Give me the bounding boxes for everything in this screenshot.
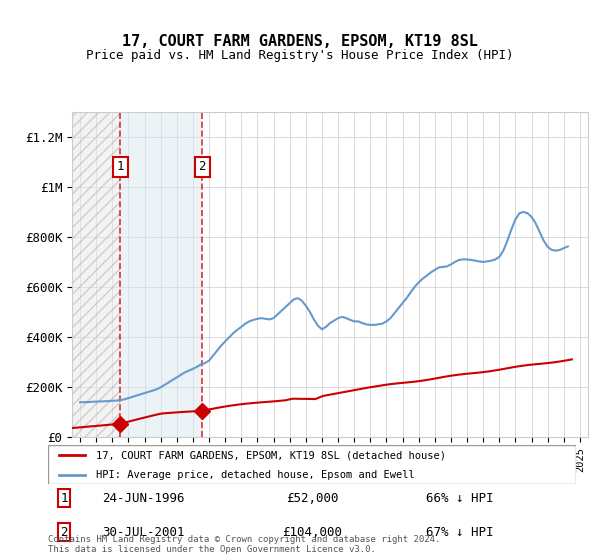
Text: HPI: Average price, detached house, Epsom and Ewell: HPI: Average price, detached house, Epso… — [95, 470, 414, 479]
Text: £52,000: £52,000 — [286, 492, 338, 505]
Text: 30-JUL-2001: 30-JUL-2001 — [102, 525, 184, 539]
Bar — [72, 112, 120, 437]
FancyBboxPatch shape — [48, 445, 576, 484]
Bar — [120, 112, 202, 437]
Text: 24-JUN-1996: 24-JUN-1996 — [102, 492, 184, 505]
Text: £104,000: £104,000 — [282, 525, 342, 539]
Text: Price paid vs. HM Land Registry's House Price Index (HPI): Price paid vs. HM Land Registry's House … — [86, 49, 514, 63]
Bar — [202, 112, 588, 437]
Text: 2: 2 — [199, 161, 206, 174]
Text: 1: 1 — [116, 161, 124, 174]
Text: 66% ↓ HPI: 66% ↓ HPI — [426, 492, 494, 505]
Text: 17, COURT FARM GARDENS, EPSOM, KT19 8SL: 17, COURT FARM GARDENS, EPSOM, KT19 8SL — [122, 35, 478, 49]
Text: 67% ↓ HPI: 67% ↓ HPI — [426, 525, 494, 539]
Text: 2: 2 — [60, 525, 68, 539]
Text: 17, COURT FARM GARDENS, EPSOM, KT19 8SL (detached house): 17, COURT FARM GARDENS, EPSOM, KT19 8SL … — [95, 450, 446, 460]
Text: 1: 1 — [60, 492, 68, 505]
Text: Contains HM Land Registry data © Crown copyright and database right 2024.
This d: Contains HM Land Registry data © Crown c… — [48, 535, 440, 554]
